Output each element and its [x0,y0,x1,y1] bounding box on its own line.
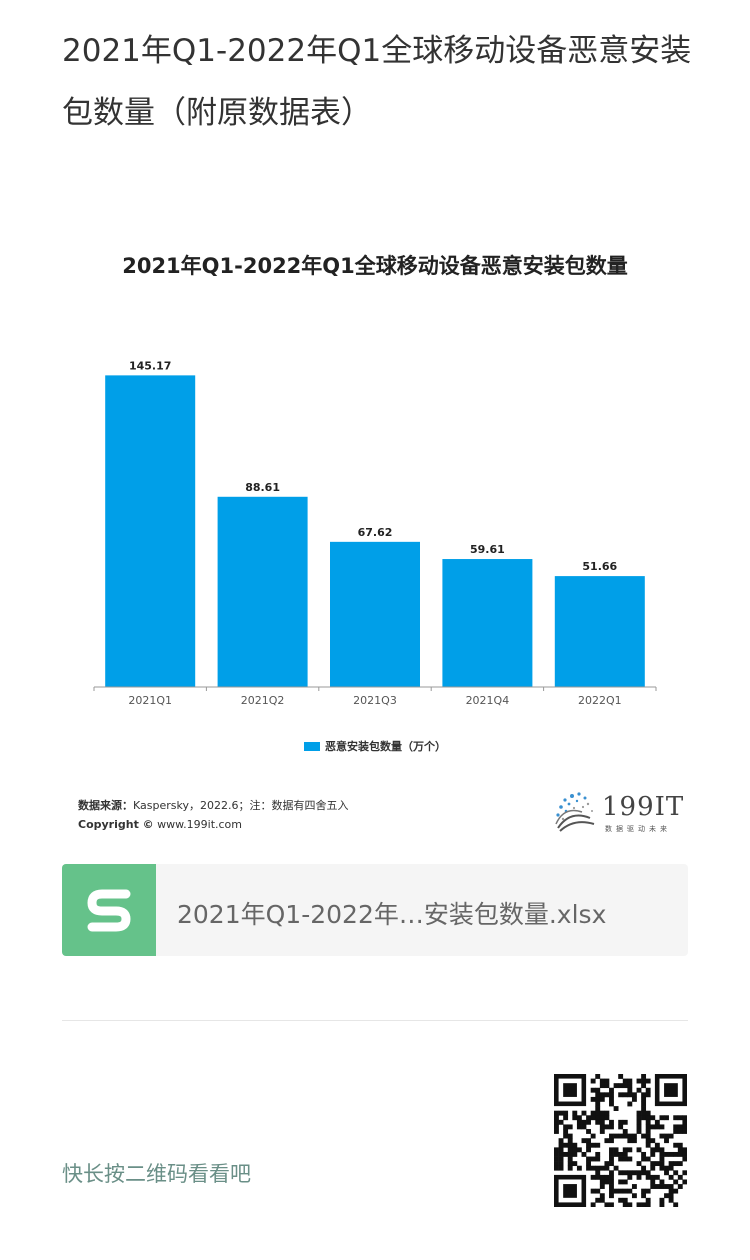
data-label-2021Q3: 67.62 [358,526,393,539]
copyright-label: Copyright © [78,818,154,831]
bar-2021Q1 [105,375,196,687]
spreadsheet-s-icon [87,889,131,932]
x-tick-label-2022Q1: 2022Q1 [578,694,622,707]
x-tick-label-2021Q3: 2021Q3 [353,694,397,707]
section-divider [62,1020,688,1021]
data-label-2022Q1: 51.66 [582,560,617,573]
brand-slogan: 数据驱动未来 [605,825,671,833]
copyright-text: www.199it.com [153,818,242,831]
x-tick-label-2021Q1: 2021Q1 [128,694,172,707]
copyright-note: Copyright © www.199it.com [78,818,242,831]
data-label-2021Q4: 59.61 [470,543,505,556]
attachment-file-name[interactable]: 2021年Q1-2022年…安装包数量.xlsx [177,900,607,929]
brand-name: 199IT [602,792,685,822]
source-note: 数据来源：Kaspersky，2022.6；注：数据有四舍五入 [78,797,348,813]
bar-2021Q2 [217,496,308,687]
x-tick-label-2021Q2: 2021Q2 [241,694,285,707]
chart-legend: 恶意安装包数量（万个） [62,738,688,754]
data-label-2021Q1: 145.17 [129,359,171,372]
source-text: Kaspersky，2022.6；注：数据有四舍五入 [133,799,349,812]
legend-swatch [304,741,320,751]
bar-2021Q3 [330,541,420,687]
brand-dots-icon [555,792,595,832]
legend-label: 恶意安装包数量（万个） [325,740,446,753]
attachment-file-card[interactable]: 2021年Q1-2022年…安装包数量.xlsx [62,864,688,956]
brand-logo: 199IT 数据驱动未来 [552,788,685,838]
chart-image[interactable]: 2021年Q1-2022年Q1全球移动设备恶意安装包数量 145.17 2021Q… [62,220,688,845]
bar-2021Q4 [442,559,533,687]
spreadsheet-icon-tile [62,864,156,956]
qr-code-icon[interactable] [554,1074,687,1207]
source-label: 数据来源： [78,799,133,812]
qr-prompt-text: 快长按二维码看看吧 [62,1162,251,1186]
x-tick-label-2021Q4: 2021Q4 [466,694,510,707]
data-label-2021Q2: 88.61 [245,481,280,494]
bar-chart: 145.17 2021Q1 88.61 2021Q2 67.62 2021Q3 59.61 2… [93,359,657,707]
bar-2022Q1 [554,576,645,687]
chart-title: 2021年Q1-2022年Q1全球移动设备恶意安装包数量 [122,254,628,278]
article-title: 2021年Q1-2022年Q1全球移动设备恶意安装包数量（附原数据表） [62,33,692,131]
